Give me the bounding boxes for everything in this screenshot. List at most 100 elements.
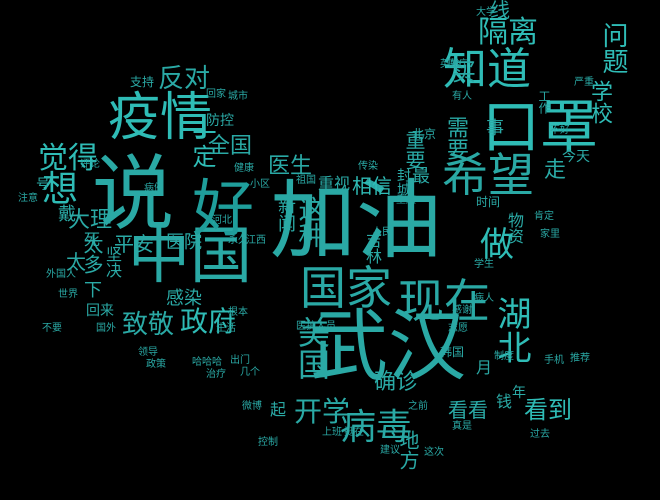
word: 健康 xyxy=(234,163,254,174)
word: 回来 xyxy=(86,303,114,319)
word: 疫情 xyxy=(108,88,213,148)
word: 不要 xyxy=(42,323,62,334)
word: 全国 xyxy=(208,134,253,159)
word: 病毒 xyxy=(340,407,413,448)
word: 口罩 xyxy=(482,93,599,161)
word: 知道 xyxy=(443,44,531,95)
word: 治疗 xyxy=(206,369,226,380)
word: 新闻 xyxy=(275,196,296,232)
word: 生活 xyxy=(216,323,236,334)
word: 武汉 xyxy=(310,302,467,392)
word: 地方 xyxy=(396,430,420,470)
word: 根本 xyxy=(228,307,248,318)
word: 外国人 xyxy=(46,269,76,280)
word: 觉得 xyxy=(38,141,98,176)
word: 钱 xyxy=(496,392,513,411)
word: 月 xyxy=(476,358,493,377)
word: 英雄 xyxy=(440,59,460,70)
word: 国家 xyxy=(300,261,392,315)
word: 太多 xyxy=(80,234,104,274)
word: 太 xyxy=(66,250,86,274)
word: 重视 xyxy=(318,174,351,193)
word: 大理 xyxy=(68,208,113,233)
word: 防控 xyxy=(206,113,234,129)
word: 学校 xyxy=(587,80,612,124)
word: 控制 xyxy=(258,437,278,448)
word: 医疗 xyxy=(448,59,468,70)
word: 死 xyxy=(84,230,101,249)
word: 下 xyxy=(84,280,102,301)
word: 哈哈哈 xyxy=(192,357,222,368)
word: 好 xyxy=(192,172,255,245)
word: 开学 xyxy=(294,395,351,428)
word: 几个 xyxy=(240,367,260,378)
word: 北京 xyxy=(412,127,437,141)
word: 出门 xyxy=(230,355,250,366)
word: 需要 xyxy=(443,116,468,160)
word: 传染 xyxy=(358,161,378,172)
word: 过去 xyxy=(530,429,550,440)
word: 回家 xyxy=(206,89,226,100)
word: 年 xyxy=(512,385,526,401)
word: 今天 xyxy=(562,149,590,165)
word: 希望 xyxy=(442,148,534,202)
word: 医生 xyxy=(268,154,313,179)
word: 封城 xyxy=(395,168,411,196)
word: 支持 xyxy=(130,75,155,89)
word: 线 xyxy=(490,0,510,22)
word: 坚决 xyxy=(103,246,122,278)
word: 美国 xyxy=(293,316,331,380)
word: 吉林 xyxy=(363,232,382,264)
word: 医院 xyxy=(166,232,202,253)
word: 走 xyxy=(544,158,567,183)
word: 大学 xyxy=(476,7,496,18)
word: 重庆 xyxy=(396,195,416,206)
word: 致敬 xyxy=(122,310,175,340)
word: 城市 xyxy=(228,91,248,102)
word: 政策 xyxy=(146,359,166,370)
word: 严重 xyxy=(574,77,594,88)
word: 重要 xyxy=(402,130,426,170)
word: 这种 xyxy=(294,196,324,248)
word: 戴 xyxy=(58,204,76,225)
word: 政府 xyxy=(180,305,237,338)
word: 物资 xyxy=(505,212,524,244)
word: 祖国 xyxy=(296,175,316,186)
word: 家里 xyxy=(540,229,560,240)
word: 确诊 xyxy=(374,370,419,395)
word: 手机 xyxy=(544,355,564,366)
word: 想 xyxy=(42,169,79,210)
word: 建议 xyxy=(380,445,400,456)
word: 评论 xyxy=(80,159,100,170)
word: 河北 xyxy=(212,215,232,226)
word: 世界 xyxy=(58,289,78,300)
word: 小区 xyxy=(250,179,270,190)
word: 挺在 xyxy=(344,427,364,438)
word: 国外 xyxy=(96,323,116,334)
word: 平安 xyxy=(114,232,154,256)
word: 工作 xyxy=(537,90,551,114)
word: 人民 xyxy=(372,227,392,238)
word: 说 xyxy=(92,147,175,242)
word: 加油 xyxy=(270,171,442,271)
word: 医护人员 xyxy=(296,321,336,332)
word: 病例 xyxy=(144,183,164,194)
word: 时间 xyxy=(476,195,501,209)
word: 起 xyxy=(270,400,287,419)
word: 看到 xyxy=(524,396,572,424)
word: 制度 xyxy=(494,351,514,362)
word: 上班 xyxy=(322,427,342,438)
word: 现在 xyxy=(398,274,490,328)
word: 江西 xyxy=(246,235,266,246)
word: 志愿 xyxy=(448,323,468,334)
word: 注意 xyxy=(18,193,38,204)
word: 湖北 xyxy=(491,296,531,364)
word: 中国 xyxy=(128,219,253,292)
word: 领导 xyxy=(138,347,158,358)
word: 永久 xyxy=(228,235,248,246)
word: 事 xyxy=(486,118,504,139)
word: 学生 xyxy=(474,259,494,270)
word: 感染 xyxy=(166,288,202,309)
word: 有人 xyxy=(452,91,472,102)
